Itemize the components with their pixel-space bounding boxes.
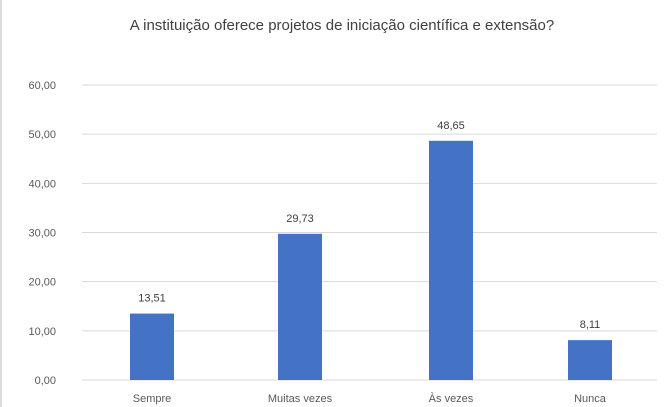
data-labels: 13,51 29,73 48,65 8,11: [138, 120, 600, 331]
gridlines: [82, 84, 657, 381]
data-label: 29,73: [286, 213, 314, 225]
y-tick-label: 60,00: [28, 80, 56, 92]
y-tick-label: 30,00: [28, 228, 56, 240]
bar: [130, 313, 174, 380]
y-tick-label: 50,00: [28, 129, 56, 141]
y-tick-label: 10,00: [28, 326, 56, 338]
y-tick-label: 40,00: [28, 178, 56, 190]
bar: [568, 340, 612, 380]
chart-title: A instituição oferece projetos de inicia…: [129, 17, 555, 34]
category-label: Sempre: [133, 393, 172, 405]
data-label: 13,51: [138, 293, 166, 305]
category-label: Às vezes: [429, 392, 474, 405]
y-tick-label: 0,00: [35, 375, 56, 387]
x-axis-category-labels: Sempre Muitas vezes Às vezes Nunca: [133, 392, 607, 405]
category-label: Nunca: [574, 393, 607, 405]
bars: [130, 140, 612, 380]
y-axis-tick-labels: 0,00 10,00 20,00 30,00 40,00 50,00 60,00: [28, 80, 56, 387]
bar: [278, 233, 322, 380]
bar: [429, 140, 473, 380]
data-label: 8,11: [580, 319, 601, 331]
category-label: Muitas vezes: [268, 393, 333, 405]
y-tick-label: 20,00: [28, 277, 56, 289]
data-label: 48,65: [437, 120, 465, 132]
